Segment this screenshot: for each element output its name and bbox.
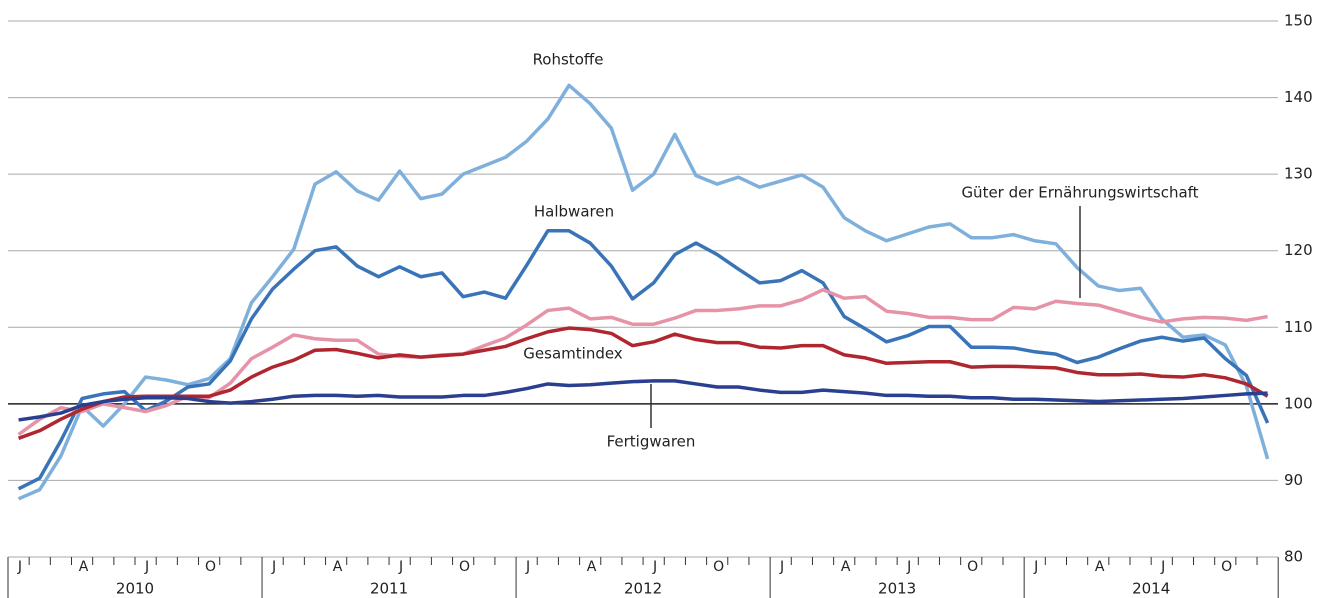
series-line (17, 229, 1270, 491)
y-tick-label: 100 (1284, 394, 1313, 412)
x-tick-label: J (779, 559, 784, 575)
year-label: 2012 (624, 580, 662, 598)
x-tick-label: J (144, 559, 149, 575)
x-tick-label: J (652, 559, 657, 575)
x-tick-label: A (841, 559, 851, 575)
x-tick-label: J (1160, 559, 1165, 575)
y-tick-label: 140 (1284, 88, 1313, 106)
annotation: Rohstoffe (533, 51, 604, 69)
y-tick-label: 90 (1284, 471, 1303, 489)
year-label: 2013 (878, 580, 916, 598)
x-tick-label: A (333, 559, 343, 575)
x-tick-label: J (398, 559, 403, 575)
series-line (17, 326, 1269, 440)
x-tick-label: O (967, 559, 978, 575)
year-label: 2014 (1132, 580, 1170, 598)
x-tick-label: O (1221, 559, 1232, 575)
x-tick-label: J (17, 559, 22, 575)
y-tick-label: 80 (1284, 548, 1303, 566)
annotation: Fertigwaren (607, 433, 696, 451)
x-tick-label: J (271, 559, 276, 575)
y-tick-label: 130 (1284, 165, 1313, 183)
x-tick-label: J (906, 559, 911, 575)
x-tick-label: A (1095, 559, 1105, 575)
series-line (17, 83, 1270, 501)
series-line (17, 288, 1268, 436)
y-tick-label: 120 (1284, 241, 1313, 259)
annotation: Gesamtindex (523, 345, 623, 363)
x-tick-label: O (205, 559, 216, 575)
x-tick-label: J (1033, 559, 1038, 575)
year-label: 2010 (116, 580, 154, 598)
x-tick-label: O (713, 559, 724, 575)
annotation: Güter der Ernährungswirtschaft (961, 184, 1198, 202)
y-tick-label: 110 (1284, 318, 1313, 336)
x-tick-label: A (587, 559, 597, 575)
annotation: Halbwaren (534, 203, 614, 221)
x-tick-label: A (79, 559, 89, 575)
x-tick-label: J (525, 559, 530, 575)
series-line (18, 379, 1268, 422)
x-tick-label: O (459, 559, 470, 575)
year-label: 2011 (370, 580, 408, 598)
y-tick-label: 150 (1284, 12, 1313, 30)
